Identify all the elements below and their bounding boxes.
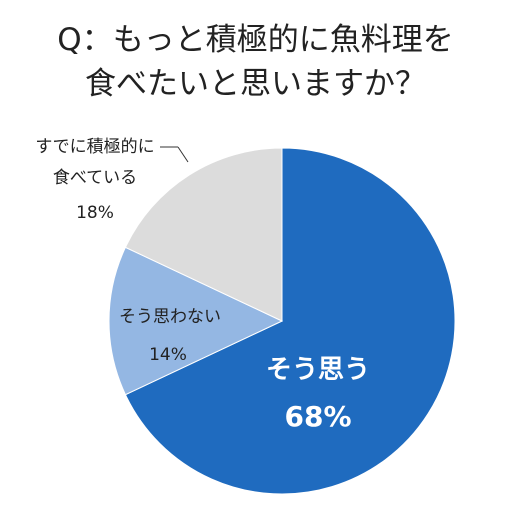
slice-value-already: 18% [76,203,114,223]
slice-label-already-line-1: すでに積極的に [35,137,154,157]
slice-agree [124,147,456,495]
slice-value-disagree: 14% [149,345,187,365]
slice-label-already-line-2: 食べている [53,168,137,188]
chart-title: Q：もっと積極的に魚料理を 食べたいと思いますか？ [0,18,511,106]
slice-label-agree: そう思う [266,355,370,385]
slice-label-disagree: そう思わない [119,307,221,327]
pie-slices [108,147,456,495]
chart-title-line-1: Q：もっと積極的に魚料理を [57,22,454,58]
chart-title-line-2: 食べたいと思いますか？ [85,66,426,102]
slice-value-agree: 68% [284,400,351,433]
slice-disagree [108,246,284,396]
leader-line-diag [177,146,189,163]
slice-already [124,147,283,322]
